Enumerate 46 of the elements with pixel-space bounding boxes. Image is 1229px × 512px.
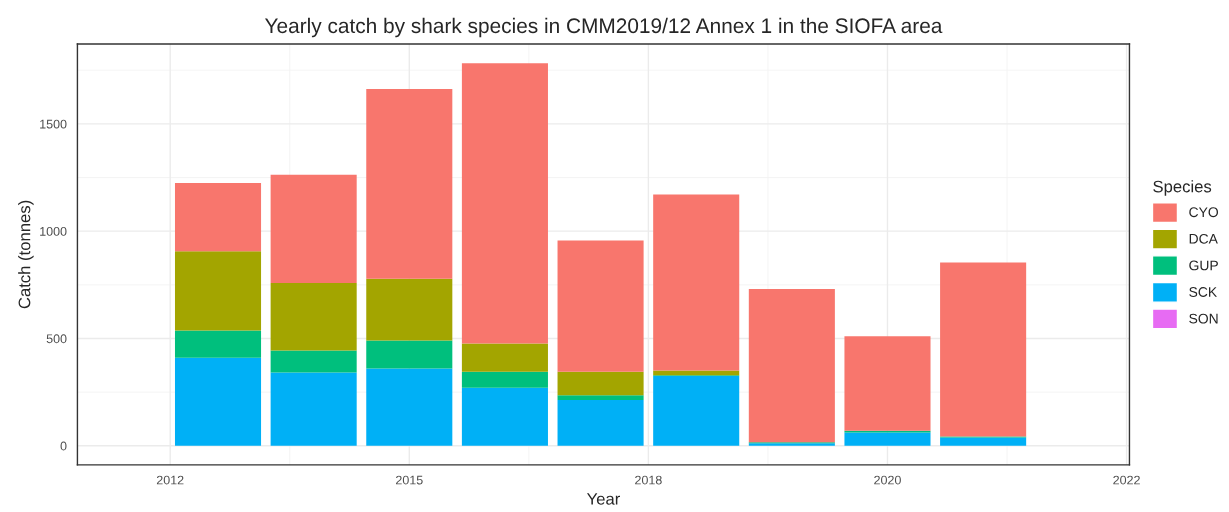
bar xyxy=(461,63,548,344)
legend-label: SON xyxy=(1189,313,1218,324)
bar xyxy=(366,368,453,446)
bar xyxy=(653,376,740,446)
y-tick-label: 1000 xyxy=(40,226,67,236)
bar xyxy=(366,340,453,369)
x-tick-label: 2022 xyxy=(1113,475,1140,485)
x-tick-label: 2012 xyxy=(156,475,184,485)
bar xyxy=(461,371,548,388)
bar xyxy=(174,251,262,331)
bar xyxy=(270,350,357,373)
bar xyxy=(174,357,262,446)
bar xyxy=(557,371,644,396)
bar xyxy=(844,432,931,446)
bar xyxy=(461,343,548,372)
y-axis-title: Catch (tonnes) xyxy=(18,200,34,309)
bar xyxy=(748,288,835,443)
bar xyxy=(366,278,453,341)
x-tick-label: 2018 xyxy=(635,475,662,485)
legend-label: SCK xyxy=(1189,287,1217,297)
bar xyxy=(461,387,548,446)
bar xyxy=(653,370,740,376)
bar xyxy=(557,400,644,446)
bar xyxy=(270,174,357,283)
x-tick-label: 2015 xyxy=(396,475,423,485)
y-tick-label: 1500 xyxy=(40,119,67,129)
bar xyxy=(557,395,644,401)
bar xyxy=(844,336,931,431)
bar xyxy=(557,240,644,372)
y-tick-label: 0 xyxy=(60,441,67,451)
x-tick-label: 2020 xyxy=(874,475,901,485)
legend-label: GUP xyxy=(1189,260,1218,271)
bar xyxy=(940,437,1027,446)
chart-title: Yearly catch by shark species in CMM2019/12 Annex 1 in the SIOFA area xyxy=(264,17,943,38)
bar xyxy=(270,282,357,351)
x-axis-title: Year xyxy=(586,493,621,505)
bar xyxy=(174,330,262,358)
y-tick-label: 500 xyxy=(46,334,67,344)
legend-label: DCA xyxy=(1189,233,1218,244)
bar xyxy=(270,372,357,446)
bar xyxy=(366,88,453,279)
bar xyxy=(940,262,1027,437)
legend-label: CYO xyxy=(1189,207,1219,218)
bar xyxy=(653,194,740,371)
legend-title: Species xyxy=(1153,180,1212,196)
bar xyxy=(174,182,262,252)
